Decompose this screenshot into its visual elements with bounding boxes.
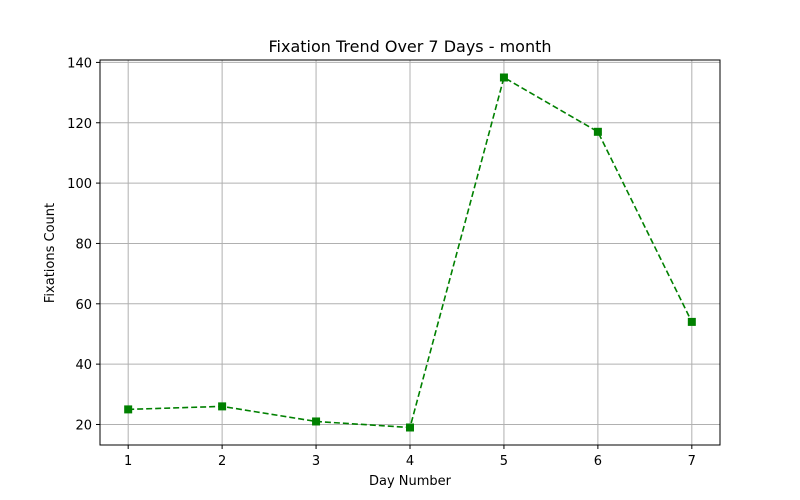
x-tick-label: 4 [406,454,414,469]
y-tick-label: 100 [67,177,92,192]
x-tick-label: 1 [124,454,132,469]
x-axis-label: Day Number [369,474,452,489]
y-tick-label: 60 [75,298,92,313]
data-point [312,417,321,426]
data-point [218,402,227,411]
x-tick-label: 3 [312,454,320,469]
data-point [124,405,133,414]
y-tick-label: 120 [67,117,92,132]
y-axis-label: Fixations Count [43,203,58,303]
series-layer [124,73,696,432]
x-tick-label: 7 [688,454,696,469]
data-point [406,423,414,432]
y-tick-label: 40 [75,358,92,373]
data-point [499,73,508,82]
chart-title: Fixation Trend Over 7 Days - month [268,37,551,56]
x-tick-label: 2 [218,454,226,469]
y-tick-label: 20 [75,418,92,433]
ticks: 1 2 3 4 5 6 7 20 40 60 80 100 120 140 [67,56,696,469]
grid [100,60,720,445]
x-tick-label: 6 [594,454,602,469]
x-tick-label: 5 [500,454,508,469]
data-point [687,317,696,326]
y-tick-label: 80 [75,237,92,252]
data-point [593,127,602,136]
y-tick-label: 140 [67,56,92,71]
